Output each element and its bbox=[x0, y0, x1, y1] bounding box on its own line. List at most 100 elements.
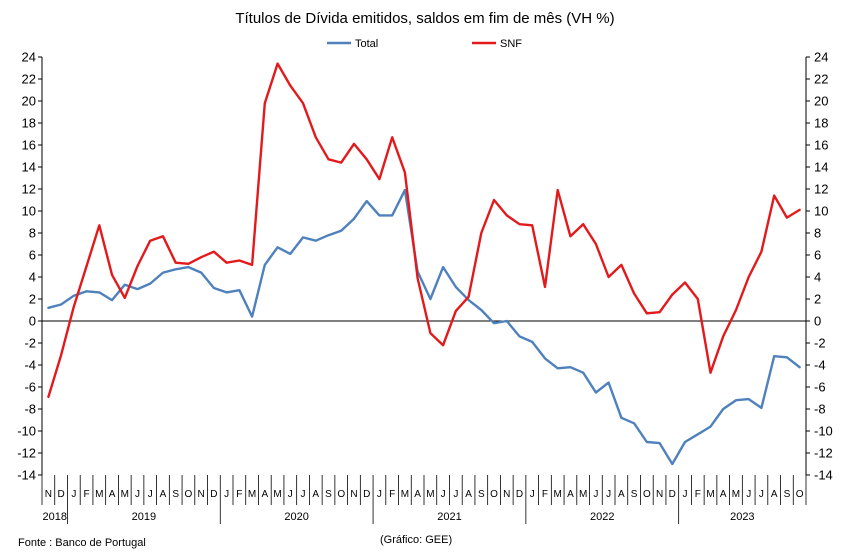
data-point-snf bbox=[327, 158, 330, 161]
data-point-snf bbox=[289, 84, 292, 87]
data-point-total bbox=[696, 433, 699, 436]
year-label: 2020 bbox=[284, 511, 308, 523]
data-point-snf bbox=[85, 265, 88, 267]
month-label: M bbox=[732, 489, 740, 500]
month-label: J bbox=[759, 489, 764, 500]
month-label: M bbox=[273, 489, 281, 500]
month-label: S bbox=[631, 489, 638, 500]
data-point-snf bbox=[123, 297, 126, 299]
y-tick-label-left: -8 bbox=[24, 402, 36, 417]
series-points-total bbox=[47, 189, 801, 465]
y-tick-label-right: 22 bbox=[814, 72, 828, 87]
data-point-snf bbox=[60, 354, 62, 356]
data-point-total bbox=[174, 268, 177, 271]
data-point-total bbox=[60, 303, 62, 306]
y-tick-label-left: 10 bbox=[22, 204, 36, 219]
data-point-total bbox=[213, 287, 215, 289]
data-point-total bbox=[225, 291, 228, 294]
data-point-snf bbox=[47, 396, 50, 398]
month-label: D bbox=[516, 489, 523, 500]
data-point-snf bbox=[111, 273, 113, 276]
data-point-total bbox=[289, 253, 292, 255]
data-point-total bbox=[302, 236, 304, 239]
data-point-total bbox=[85, 290, 88, 293]
source-note: Fonte : Banco de Portugal bbox=[18, 537, 146, 549]
month-label: M bbox=[121, 489, 129, 500]
year-label: 2022 bbox=[590, 511, 614, 523]
month-label: J bbox=[135, 489, 140, 500]
y-tick-label-left: -14 bbox=[17, 468, 36, 483]
data-point-total bbox=[735, 399, 737, 402]
data-point-snf bbox=[442, 344, 444, 347]
y-tick-label-left: -12 bbox=[17, 446, 36, 461]
data-point-snf bbox=[760, 250, 763, 253]
month-label: N bbox=[503, 489, 510, 500]
y-tick-label-right: 0 bbox=[814, 314, 821, 329]
month-label: M bbox=[426, 489, 434, 500]
y-tick-label-left: -2 bbox=[24, 336, 36, 351]
month-label: J bbox=[377, 489, 382, 500]
y-tick-label-right: 2 bbox=[814, 292, 821, 307]
y-tick-label-right: 20 bbox=[814, 94, 828, 109]
month-label: A bbox=[160, 489, 167, 500]
legend-label-total: Total bbox=[355, 38, 378, 50]
data-point-total bbox=[620, 416, 623, 419]
month-label: A bbox=[109, 489, 116, 500]
series-line-snf bbox=[47, 62, 801, 399]
data-point-snf bbox=[174, 261, 177, 264]
data-point-total bbox=[378, 214, 381, 217]
month-label: O bbox=[643, 489, 651, 500]
y-tick-label-right: 24 bbox=[814, 50, 828, 65]
y-tick-label-left: 16 bbox=[22, 138, 36, 153]
year-label: 2021 bbox=[437, 511, 461, 523]
data-point-total bbox=[595, 391, 597, 394]
month-label: A bbox=[618, 489, 625, 500]
data-point-snf bbox=[531, 224, 534, 227]
year-label: 2019 bbox=[132, 511, 156, 523]
y-tick-label-right: 8 bbox=[814, 226, 821, 241]
y-tick-label-right: 12 bbox=[814, 182, 828, 197]
data-point-snf bbox=[480, 232, 483, 234]
month-label: D bbox=[669, 489, 676, 500]
data-point-total bbox=[162, 271, 164, 274]
data-point-snf bbox=[378, 178, 381, 181]
data-point-snf bbox=[709, 371, 712, 374]
data-point-total bbox=[531, 341, 534, 343]
data-point-snf bbox=[353, 143, 355, 145]
axes bbox=[41, 57, 807, 475]
month-label: J bbox=[606, 489, 611, 500]
month-label: A bbox=[414, 489, 421, 500]
y-tick-label-left: 20 bbox=[22, 94, 36, 109]
month-label: J bbox=[453, 489, 458, 500]
year-label: 2018 bbox=[42, 511, 66, 523]
data-point-total bbox=[365, 200, 368, 203]
y-tick-label-left: 6 bbox=[29, 248, 36, 263]
month-label: J bbox=[746, 489, 751, 500]
data-point-total bbox=[404, 189, 406, 192]
data-point-snf bbox=[416, 277, 419, 279]
data-point-total bbox=[187, 266, 190, 268]
y-tick-label-right: -6 bbox=[814, 380, 826, 395]
month-label: F bbox=[236, 489, 242, 500]
month-label: J bbox=[224, 489, 229, 500]
month-label: A bbox=[261, 489, 268, 500]
y-tick-label-left: 0 bbox=[29, 314, 36, 329]
month-label: M bbox=[248, 489, 256, 500]
month-label: A bbox=[720, 489, 727, 500]
data-point-snf bbox=[595, 243, 597, 245]
data-point-snf bbox=[658, 311, 661, 314]
data-point-snf bbox=[544, 286, 546, 288]
data-point-snf bbox=[72, 305, 75, 308]
y-tick-label-right: -4 bbox=[814, 358, 826, 373]
data-point-total bbox=[276, 246, 279, 249]
data-point-snf bbox=[556, 189, 559, 192]
data-point-snf bbox=[263, 102, 266, 105]
y-tick-label-left: 22 bbox=[22, 72, 36, 87]
data-point-snf bbox=[467, 295, 470, 298]
data-point-snf bbox=[505, 214, 508, 217]
data-point-snf bbox=[251, 264, 254, 266]
data-point-total bbox=[136, 288, 139, 290]
data-point-snf bbox=[696, 298, 699, 300]
